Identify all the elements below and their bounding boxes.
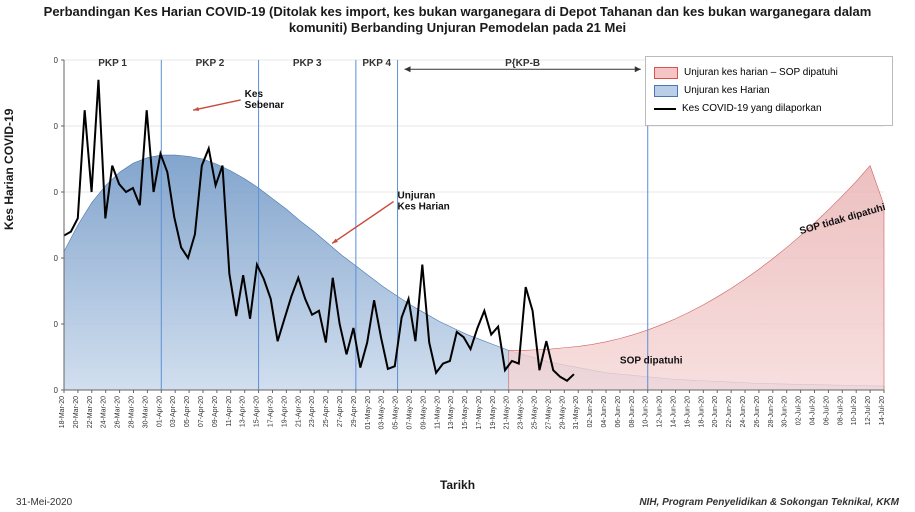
x-tick-label: 29-May-20 — [559, 396, 566, 430]
x-tick-label: 25-Apr-20 — [323, 396, 330, 427]
x-tick-label: 21-May-20 — [504, 396, 511, 430]
svg-text:Kes: Kes — [245, 89, 264, 100]
x-tick-label: 28-Jun-20 — [768, 396, 775, 428]
legend-item: Unjuran kes Harian — [654, 83, 884, 99]
x-tick-label: 31-May-20 — [573, 396, 580, 430]
footer-date: 31-Mei-2020 — [16, 497, 72, 508]
phase-label: PKP 3 — [293, 58, 322, 69]
x-tick-label: 23-May-20 — [518, 396, 525, 430]
legend: Unjuran kes harian – SOP dipatuhi Unjuran… — [645, 56, 893, 126]
svg-text:250: 250 — [54, 56, 59, 65]
x-tick-label: 12-Jul-20 — [865, 396, 872, 425]
x-tick-label: 11-May-20 — [434, 396, 441, 429]
annotation: SOP dipatuhi — [620, 356, 683, 367]
x-axis-label: Tarikh — [0, 478, 915, 492]
svg-text:50: 50 — [54, 320, 59, 329]
phase-label: PKP 2 — [196, 58, 225, 69]
x-tick-label: 15-May-20 — [462, 396, 469, 430]
x-tick-label: 20-Mar-20 — [73, 396, 80, 428]
x-tick-label: 02-Jun-20 — [587, 396, 594, 428]
x-tick-label: 18-Jun-20 — [698, 396, 705, 428]
x-tick-label: 22-Mar-20 — [87, 396, 94, 428]
x-tick-label: 13-Apr-20 — [240, 396, 247, 427]
x-tick-label: 08-Jul-20 — [837, 396, 844, 425]
svg-text:200: 200 — [54, 122, 59, 131]
x-tick-label: 27-Apr-20 — [337, 396, 344, 427]
svg-text:Sebenar: Sebenar — [245, 100, 285, 111]
svg-text:Unjuran: Unjuran — [398, 191, 436, 202]
x-tick-label: 30-Mar-20 — [142, 396, 149, 428]
x-tick-label: 14-Jun-20 — [671, 396, 678, 428]
phase-label: P{KP-B — [505, 58, 540, 69]
svg-text:150: 150 — [54, 188, 59, 197]
x-tick-label: 30-Jun-20 — [782, 396, 789, 428]
x-tick-label: 14-Jul-20 — [879, 396, 886, 425]
x-tick-label: 03-Apr-20 — [170, 396, 177, 427]
x-tick-label: 01-May-20 — [365, 396, 372, 430]
x-tick-label: 05-May-20 — [393, 396, 400, 430]
legend-label: Unjuran kes harian – SOP dipatuhi — [684, 65, 838, 81]
annotation: UnjuranKes Harian — [398, 191, 450, 213]
x-tick-label: 05-Apr-20 — [184, 396, 191, 427]
x-tick-label: 16-Jun-20 — [684, 396, 691, 428]
x-tick-label: 04-Jul-20 — [810, 396, 817, 425]
x-tick-label: 09-Apr-20 — [212, 396, 219, 427]
x-tick-label: 18-Mar-20 — [59, 396, 66, 428]
phase-label: PKP 1 — [98, 58, 127, 69]
chart-title: Perbandingan Kes Harian COVID-19 (Ditola… — [20, 4, 895, 35]
x-tick-label: 12-Jun-20 — [657, 396, 664, 428]
x-tick-label: 19-Apr-20 — [281, 396, 288, 427]
x-tick-label: 13-May-20 — [448, 396, 455, 430]
x-tick-label: 10-Jun-20 — [643, 396, 650, 428]
x-tick-label: 02-Jul-20 — [796, 396, 803, 425]
x-tick-label: 19-May-20 — [490, 396, 497, 430]
x-tick-label: 26-Jun-20 — [754, 396, 761, 428]
x-tick-label: 17-May-20 — [476, 396, 483, 430]
legend-line-swatch — [654, 108, 676, 110]
legend-swatch — [654, 67, 678, 79]
chart-container: Perbandingan Kes Harian COVID-19 (Ditola… — [0, 0, 915, 512]
x-tick-label: 27-May-20 — [545, 396, 552, 430]
annotation: KesSebenar — [245, 89, 285, 111]
phase-label: PKP 4 — [362, 58, 391, 69]
x-tick-label: 07-Apr-20 — [198, 396, 205, 427]
area-red — [509, 166, 884, 390]
x-tick-label: 22-Jun-20 — [726, 396, 733, 428]
y-axis-label: Kes Harian COVID-19 — [2, 109, 16, 230]
x-tick-label: 15-Apr-20 — [254, 396, 261, 427]
x-tick-label: 21-Apr-20 — [295, 396, 302, 427]
x-tick-label: 17-Apr-20 — [267, 396, 274, 427]
svg-text:Kes Harian: Kes Harian — [398, 202, 450, 213]
x-tick-label: 07-May-20 — [406, 396, 413, 430]
x-tick-label: 29-Apr-20 — [351, 396, 358, 427]
legend-item: Unjuran kes harian – SOP dipatuhi — [654, 65, 884, 81]
x-tick-label: 28-Mar-20 — [128, 396, 135, 428]
x-tick-label: 04-Jun-20 — [601, 396, 608, 428]
x-tick-label: 06-Jun-20 — [615, 396, 622, 428]
x-tick-label: 08-Jun-20 — [629, 396, 636, 428]
x-tick-label: 20-Jun-20 — [712, 396, 719, 428]
title-line-1: Perbandingan Kes Harian COVID-19 (Ditola… — [44, 4, 872, 19]
title-line-2: komuniti) Berbanding Unjuran Pemodelan p… — [289, 20, 626, 35]
x-tick-label: 06-Jul-20 — [823, 396, 830, 425]
x-tick-label: 24-Jun-20 — [740, 396, 747, 428]
legend-label: Kes COVID-19 yang dilaporkan — [682, 101, 822, 117]
x-tick-label: 23-Apr-20 — [309, 396, 316, 427]
x-tick-label: 24-Mar-20 — [101, 396, 108, 428]
x-tick-label: 26-Mar-20 — [115, 396, 122, 428]
x-tick-label: 09-May-20 — [420, 396, 427, 430]
x-tick-label: 11-Apr-20 — [226, 396, 233, 427]
legend-item: Kes COVID-19 yang dilaporkan — [654, 101, 884, 117]
svg-text:SOP dipatuhi: SOP dipatuhi — [620, 356, 683, 367]
legend-label: Unjuran kes Harian — [684, 83, 770, 99]
legend-swatch — [654, 85, 678, 97]
x-tick-label: 03-May-20 — [379, 396, 386, 430]
x-tick-label: 25-May-20 — [532, 396, 539, 430]
svg-text:0: 0 — [54, 386, 59, 395]
footer-credit: NIH, Program Penyelidikan & Sokongan Tek… — [639, 497, 899, 508]
svg-text:100: 100 — [54, 254, 59, 263]
x-tick-label: 01-Apr-20 — [156, 396, 163, 427]
x-tick-label: 10-Jul-20 — [851, 396, 858, 425]
